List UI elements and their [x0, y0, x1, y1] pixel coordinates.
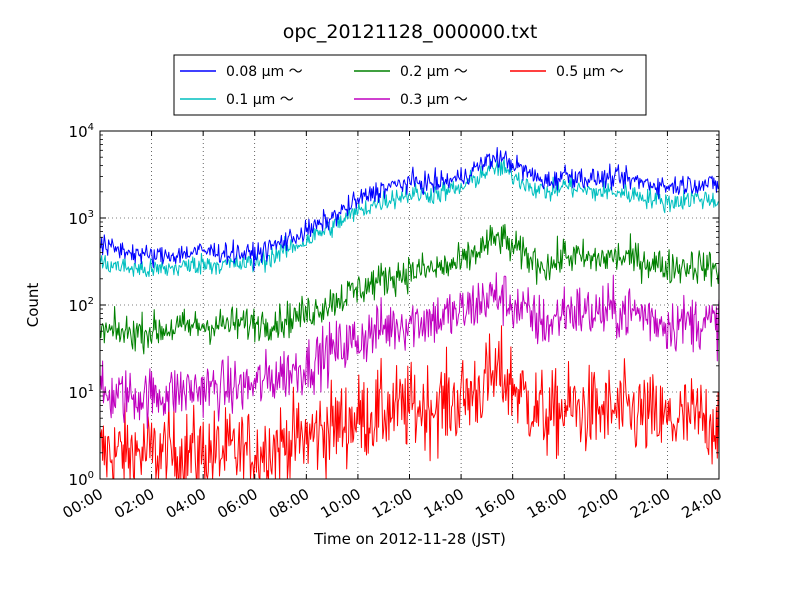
series-line	[99, 158, 720, 278]
legend-box	[173, 54, 647, 116]
y-tick-exponent: 3	[88, 209, 94, 220]
legend-label: 0.5 μm ～	[556, 64, 624, 80]
x-tick-label: 16:00	[472, 485, 518, 522]
x-tick-label: 02:00	[111, 485, 157, 522]
x-tick-label: 12:00	[369, 485, 415, 522]
legend-label: 0.2 μm ～	[400, 64, 468, 80]
series-lines	[99, 147, 720, 480]
x-tick-label: 10:00	[317, 485, 363, 522]
x-tick-label: 18:00	[524, 485, 570, 522]
x-tick-label: 08:00	[266, 485, 312, 522]
y-tick-base: 10	[69, 210, 88, 228]
plot-frame	[99, 130, 720, 480]
y-tick-exponent: 0	[88, 470, 94, 481]
series-line	[99, 223, 720, 355]
x-tick-label: 24:00	[679, 485, 725, 522]
x-axis-label: Time on 2012-11-28 (JST)	[313, 530, 506, 548]
legend-label: 0.1 μm ～	[226, 92, 294, 108]
y-tick-exponent: 2	[88, 296, 94, 307]
y-tick-exponent: 4	[88, 122, 94, 133]
y-tick-base: 10	[69, 384, 88, 402]
x-tick-label: 06:00	[214, 485, 260, 522]
legend-items: 0.08 μm ～ 0.1 μm ～ 0.2 μm ～ 0.3 μm ～ 0.5 μm …	[180, 64, 624, 108]
series-line	[99, 272, 720, 429]
y-tick-label: 103	[69, 209, 94, 228]
x-tick-labels: 00:00 02:00 04:00 06:00 08:00 10:00 12:00 14:00…	[60, 485, 725, 522]
y-tick-exponent: 1	[88, 383, 94, 394]
x-tick-label: 14:00	[421, 485, 467, 522]
y-tick-label: 102	[69, 296, 94, 315]
x-tick-label: 00:00	[60, 485, 106, 522]
chart-title: opc_20121128_000000.txt	[283, 21, 538, 43]
y-tick-label: 100	[69, 470, 94, 489]
y-tick-base: 10	[69, 123, 88, 141]
x-tick-label: 22:00	[627, 485, 673, 522]
y-tick-label: 101	[69, 383, 94, 402]
y-tick-base: 10	[69, 297, 88, 315]
legend: 0.08 μm ～ 0.1 μm ～ 0.2 μm ～ 0.3 μm ～ 0.5 μm …	[173, 54, 647, 116]
series-line	[99, 147, 720, 271]
x-tick-label: 20:00	[575, 485, 621, 522]
legend-label: 0.3 μm ～	[400, 92, 468, 108]
legend-label: 0.08 μm ～	[226, 64, 303, 80]
x-tick-label: 04:00	[163, 485, 209, 522]
series-line	[99, 325, 720, 480]
plot-background	[100, 131, 719, 479]
plot-area	[99, 130, 720, 480]
y-tick-label: 104	[69, 122, 94, 141]
y-tick-base: 10	[69, 471, 88, 489]
y-axis-label: Count	[24, 283, 42, 328]
